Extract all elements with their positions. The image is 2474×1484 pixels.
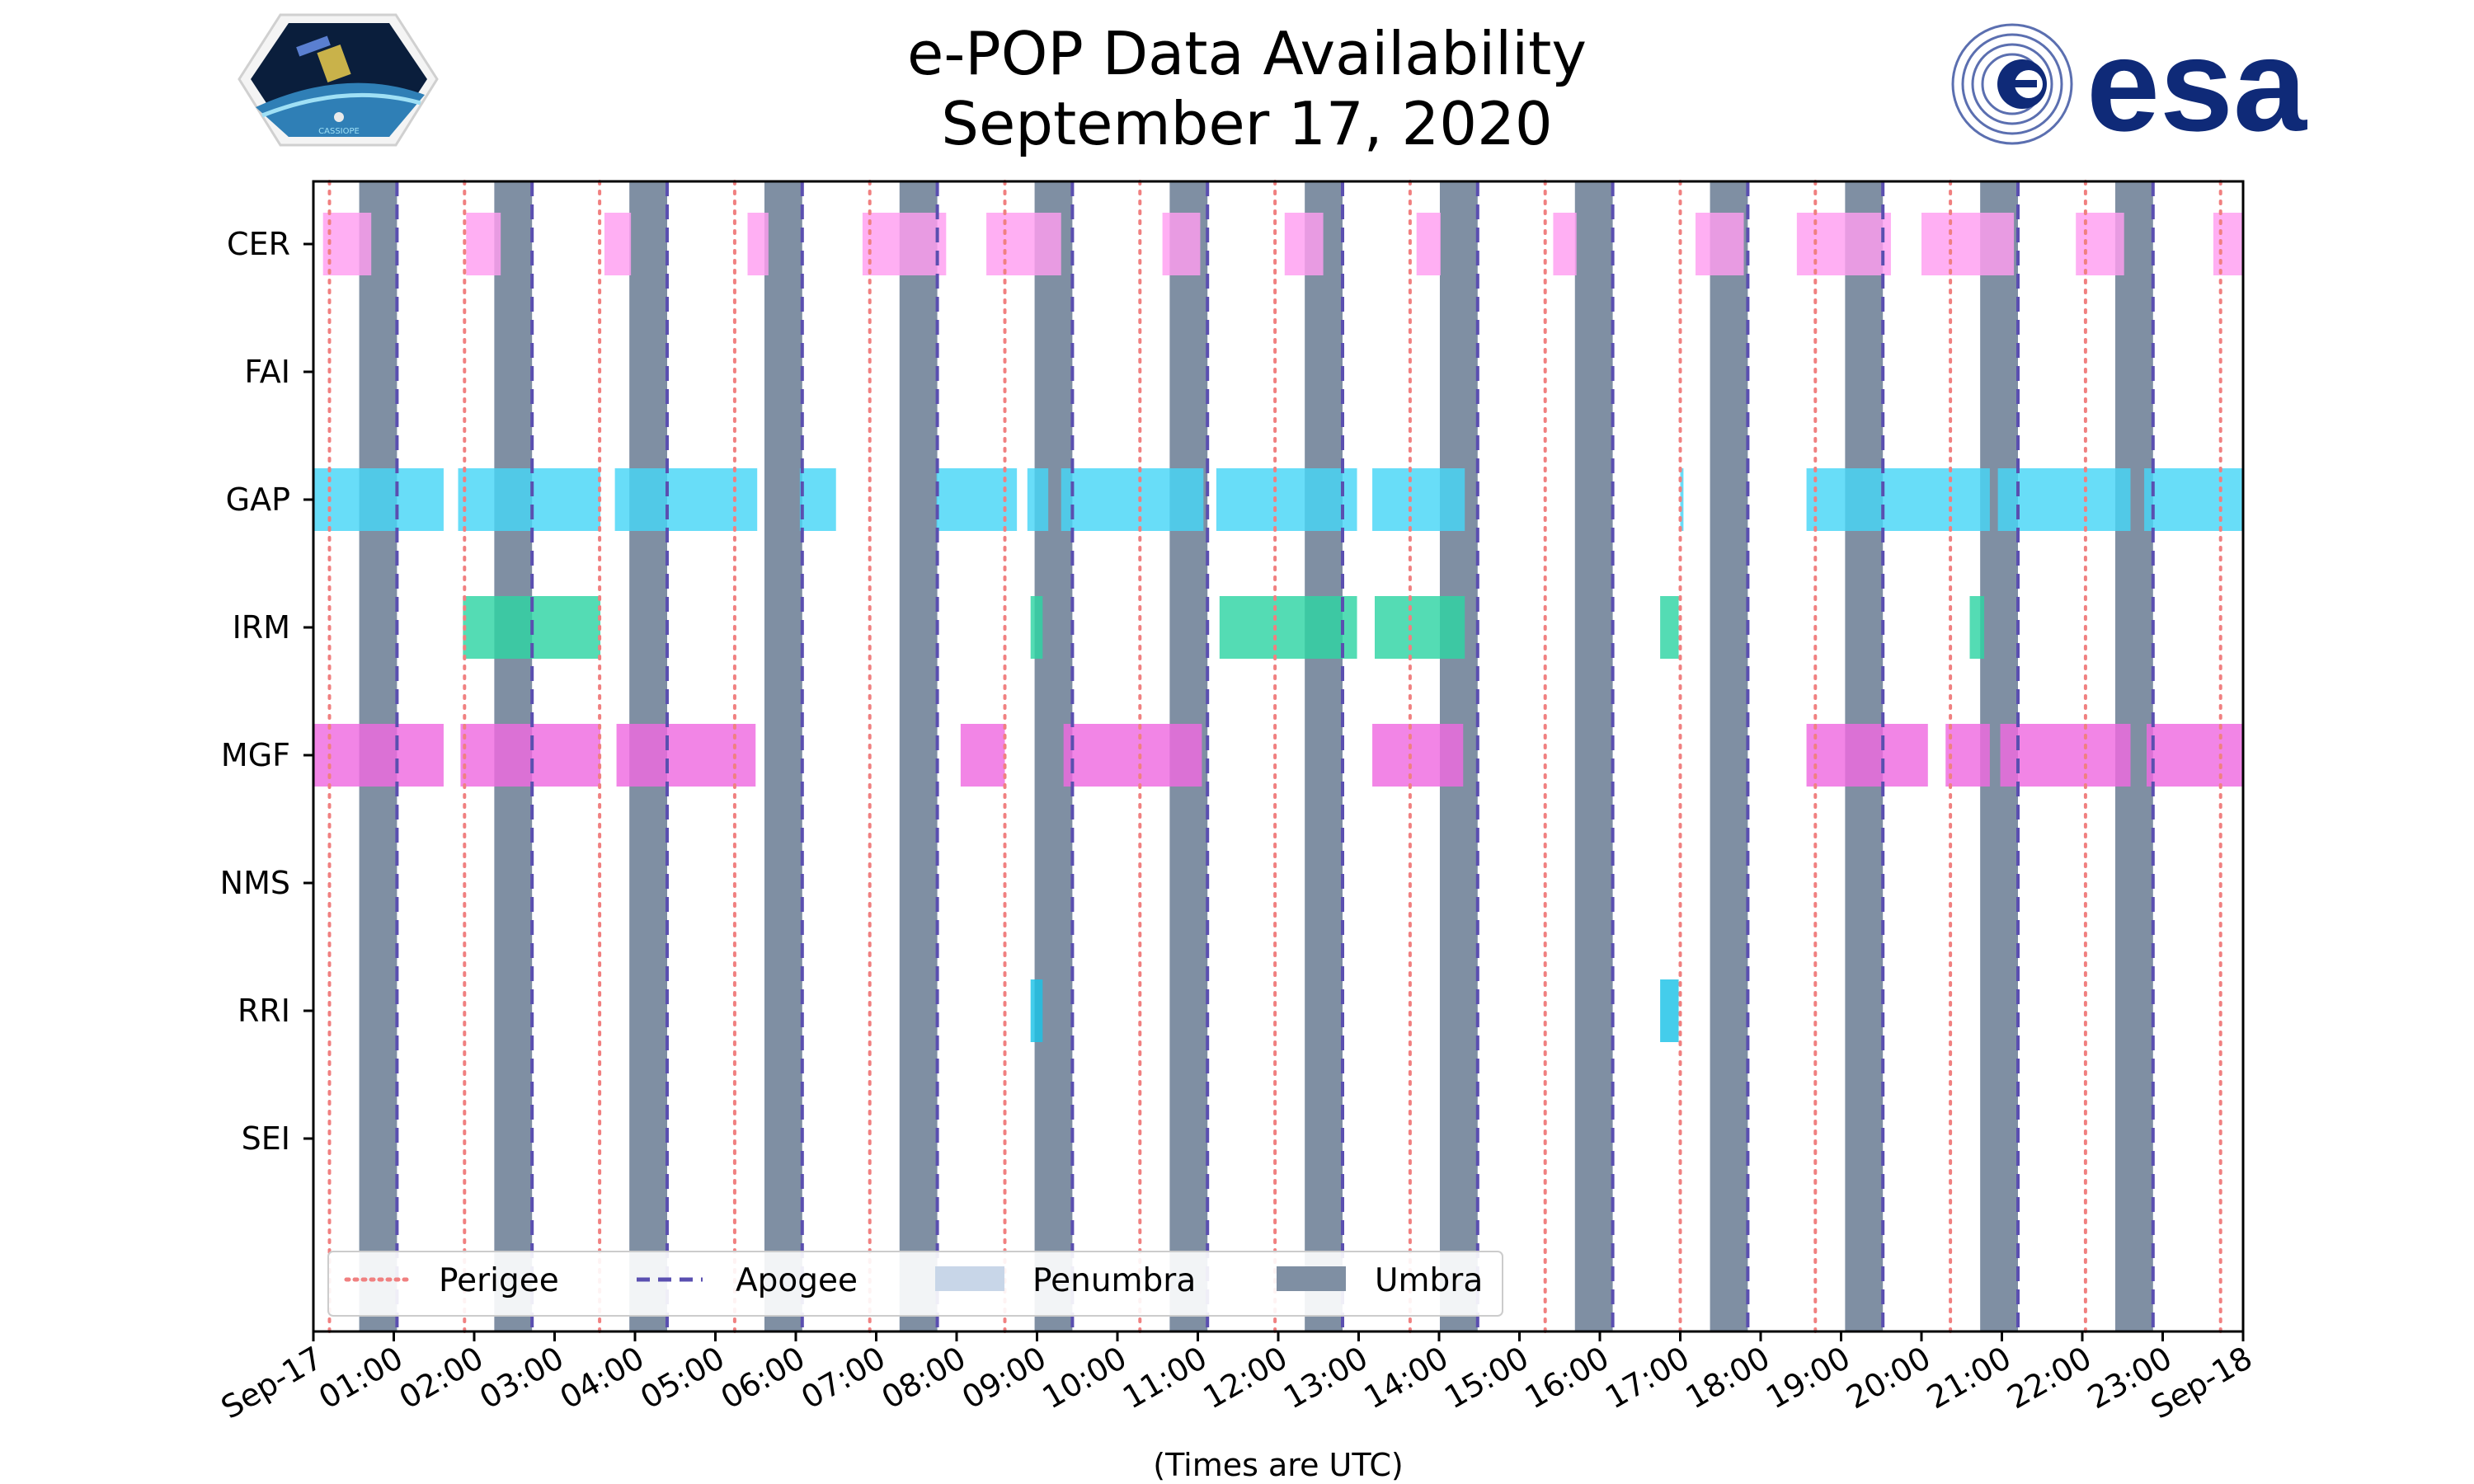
bar-rri-2 <box>1660 979 1679 1042</box>
x-tick-label-5: 05:00 <box>634 1340 731 1416</box>
bar-mgf-10 <box>2147 724 2243 787</box>
bar-mgf-5 <box>1063 724 1202 787</box>
legend-penumbra-swatch <box>935 1266 1004 1291</box>
x-tick-label-4: 04:00 <box>554 1340 651 1416</box>
bar-mgf-2 <box>460 724 601 787</box>
x-axis: Sep-1701:0002:0003:0004:0005:0006:0007:0… <box>215 1331 2259 1426</box>
x-tick-label-20: 20:00 <box>1841 1340 1937 1416</box>
cassiope-logo-text: CASSIOPE <box>318 127 360 136</box>
cassiope-logo: CASSIOPE <box>238 13 439 147</box>
bar-cer-15 <box>2213 213 2243 275</box>
esa-logo-text: esa <box>2086 11 2307 158</box>
y-tick-label-mgf: MGF <box>221 737 290 773</box>
x-tick-label-0: Sep-17 <box>215 1340 329 1426</box>
y-tick-label-cer: CER <box>227 226 290 262</box>
umbra-band-10 <box>1574 181 1613 1331</box>
x-tick-label-15: 15:00 <box>1438 1340 1535 1416</box>
x-tick-label-14: 14:00 <box>1358 1340 1455 1416</box>
x-tick-label-13: 13:00 <box>1277 1340 1374 1416</box>
bar-cer-12 <box>1796 213 1891 275</box>
bar-gap-8 <box>1216 468 1357 531</box>
bar-mgf-7 <box>1806 724 1928 787</box>
bar-gap-9 <box>1372 468 1465 531</box>
bar-cer-3 <box>604 213 632 275</box>
bar-gap-11 <box>1806 468 1990 531</box>
y-tick-label-gap: GAP <box>226 481 290 518</box>
y-tick-label-rri: RRI <box>238 993 290 1029</box>
y-tick-label-irm: IRM <box>233 609 290 646</box>
legend-apogee-label: Apogee <box>736 1262 858 1299</box>
x-tick-label-21: 21:00 <box>1921 1340 2017 1416</box>
bar-mgf-9 <box>2000 724 2131 787</box>
x-tick-label-11: 11:00 <box>1117 1340 1213 1416</box>
umbra-band-5 <box>899 181 938 1331</box>
bar-cer-14 <box>2076 213 2124 275</box>
bar-gap-1 <box>313 468 444 531</box>
x-axis-label: (Times are UTC) <box>1153 1447 1403 1483</box>
umbra-band-8 <box>1305 181 1343 1331</box>
umbra-band-4 <box>764 181 802 1331</box>
legend: Perigee Apogee Penumbra Umbra <box>327 1251 1503 1317</box>
bar-irm-6 <box>1969 596 1985 659</box>
esa-logo: esa <box>1951 11 2307 158</box>
bar-irm-3 <box>1219 596 1357 659</box>
bar-mgf-4 <box>960 724 1005 787</box>
y-tick-label-sei: SEI <box>242 1120 290 1157</box>
bar-mgf-8 <box>1945 724 1990 787</box>
chart-title-line1: e-POP Data Availability <box>907 19 1587 88</box>
bar-mgf-1 <box>313 724 444 787</box>
chart-title-line2: September 17, 2020 <box>941 89 1552 158</box>
bar-cer-11 <box>1696 213 1744 275</box>
legend-umbra-swatch <box>1277 1266 1346 1291</box>
legend-box <box>327 1251 1503 1317</box>
x-tick-label-8: 08:00 <box>876 1340 972 1416</box>
y-tick-label-nms: NMS <box>220 865 290 901</box>
bar-cer-9 <box>1416 213 1441 275</box>
x-tick-label-22: 22:00 <box>2001 1340 2098 1416</box>
bar-cer-4 <box>747 213 769 275</box>
bar-gap-6 <box>1027 468 1049 531</box>
bar-gap-2 <box>458 468 601 531</box>
bar-gap-13 <box>2144 468 2243 531</box>
x-tick-label-2: 02:00 <box>393 1340 490 1416</box>
x-tick-label-7: 07:00 <box>795 1340 891 1416</box>
x-tick-label-6: 06:00 <box>715 1340 811 1416</box>
bar-cer-6 <box>986 213 1061 275</box>
bar-cer-2 <box>466 213 501 275</box>
umbra-band-11 <box>1710 181 1748 1331</box>
bar-gap-12 <box>1997 468 2131 531</box>
x-tick-label-17: 17:00 <box>1599 1340 1696 1416</box>
bar-irm-5 <box>1660 596 1679 659</box>
x-tick-label-9: 09:00 <box>956 1340 1052 1416</box>
umbra-layer <box>359 181 2153 1331</box>
orbit-lines-layer <box>327 180 2222 1333</box>
bar-mgf-6 <box>1372 724 1464 787</box>
x-tick-label-18: 18:00 <box>1680 1340 1776 1416</box>
x-tick-label-10: 10:00 <box>1037 1340 1133 1416</box>
bar-cer-5 <box>862 213 947 275</box>
bar-mgf-3 <box>616 724 756 787</box>
bar-cer-8 <box>1284 213 1324 275</box>
legend-penumbra-label: Penumbra <box>1032 1262 1196 1299</box>
x-tick-label-12: 12:00 <box>1197 1340 1294 1416</box>
bar-cer-13 <box>1921 213 2015 275</box>
legend-umbra-label: Umbra <box>1375 1262 1483 1299</box>
x-tick-label-1: 01:00 <box>313 1340 409 1416</box>
bar-irm-4 <box>1375 596 1465 659</box>
y-tick-label-fai: FAI <box>244 354 290 390</box>
bar-gap-7 <box>1061 468 1204 531</box>
y-axis: CER FAI GAP IRM MGF NMS RRI SEI <box>220 226 313 1157</box>
x-tick-label-16: 16:00 <box>1519 1340 1616 1416</box>
bar-gap-4 <box>799 468 836 531</box>
x-tick-label-3: 03:00 <box>473 1340 570 1416</box>
x-tick-label-19: 19:00 <box>1760 1340 1856 1416</box>
instrument-bars-layer <box>313 213 2243 1042</box>
bar-cer-7 <box>1162 213 1201 275</box>
legend-perigee-label: Perigee <box>439 1262 559 1299</box>
bar-irm-2 <box>1030 596 1043 659</box>
bar-cer-10 <box>1553 213 1577 275</box>
bar-rri-1 <box>1030 979 1043 1042</box>
esa-swirl-icon <box>1951 23 2073 145</box>
